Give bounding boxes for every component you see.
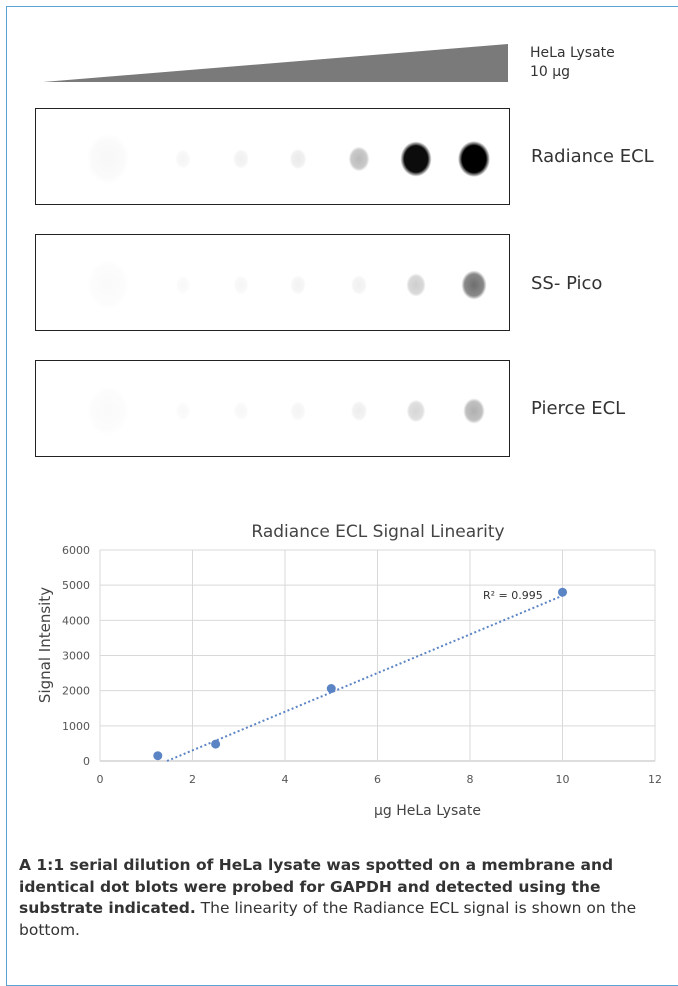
x-tick-label: 4 bbox=[282, 773, 289, 786]
x-axis-label: µg HeLa Lysate bbox=[374, 803, 481, 819]
blot-spot bbox=[400, 141, 432, 177]
blot-label-pierce-ecl: Pierce ECL bbox=[531, 398, 626, 419]
blot-spot bbox=[406, 399, 426, 423]
blot-spot bbox=[461, 270, 487, 300]
blot-label-ss-pico: SS- Pico bbox=[531, 273, 603, 294]
lysate-amount-label: HeLa Lysate 10 µg bbox=[530, 44, 615, 82]
caption-normal-text: The linearity of the Radiance ECL signal… bbox=[19, 899, 637, 939]
y-axis-label: Signal Intensity bbox=[36, 587, 54, 703]
blot-spot bbox=[175, 401, 191, 421]
x-tick-label: 0 bbox=[97, 773, 104, 786]
lysate-gradient-wedge bbox=[43, 44, 508, 82]
x-tick-label: 8 bbox=[467, 773, 474, 786]
blot-spot bbox=[175, 275, 191, 295]
y-tick-label: 2000 bbox=[62, 685, 90, 698]
dot-blot-ss-pico bbox=[35, 234, 510, 331]
dot-blot-radiance-ecl bbox=[35, 108, 510, 205]
blot-spot bbox=[351, 275, 367, 295]
data-point bbox=[326, 684, 336, 694]
data-point bbox=[153, 751, 163, 761]
x-tick-label: 12 bbox=[648, 773, 662, 786]
x-tick-label: 10 bbox=[556, 773, 570, 786]
lysate-label-line1: HeLa Lysate bbox=[530, 45, 615, 61]
y-tick-label: 4000 bbox=[62, 614, 90, 627]
data-point bbox=[558, 587, 567, 597]
blot-spot bbox=[458, 141, 490, 177]
y-tick-label: 5000 bbox=[62, 579, 90, 592]
r-squared-annotation: R² = 0.995 bbox=[483, 589, 543, 602]
x-tick-label: 2 bbox=[189, 773, 196, 786]
x-tick-label: 6 bbox=[374, 773, 381, 786]
blot-spot bbox=[289, 148, 307, 170]
blot-label-radiance-ecl: Radiance ECL bbox=[531, 146, 654, 167]
blot-spot bbox=[406, 273, 426, 297]
blot-spot bbox=[290, 275, 306, 295]
blot-spot bbox=[233, 401, 249, 421]
figure-caption: A 1:1 serial dilution of HeLa lysate was… bbox=[19, 855, 669, 941]
blot-spot bbox=[350, 400, 368, 422]
chart-title: Radiance ECL Signal Linearity bbox=[251, 522, 504, 542]
y-tick-label: 0 bbox=[83, 755, 90, 768]
y-tick-label: 3000 bbox=[62, 650, 90, 663]
blot-spot bbox=[290, 401, 306, 421]
trendline bbox=[166, 594, 563, 762]
blot-spot bbox=[233, 275, 249, 295]
signal-linearity-chart: Radiance ECL Signal Linearity 0 1000 2000 3… bbox=[36, 522, 662, 819]
blot-spot bbox=[348, 146, 370, 172]
data-point bbox=[211, 739, 221, 749]
blot-spot bbox=[233, 149, 249, 169]
caption-bold-text: A 1:1 serial dilution of HeLa lysate was… bbox=[19, 856, 614, 917]
y-tick-label: 1000 bbox=[62, 720, 90, 733]
blot-spot bbox=[87, 260, 129, 310]
blot-spot bbox=[463, 398, 485, 424]
dot-blot-pierce-ecl bbox=[35, 360, 510, 457]
blot-spot bbox=[87, 386, 129, 436]
y-tick-label: 6000 bbox=[62, 544, 90, 557]
blot-spot bbox=[86, 133, 130, 185]
blot-spot bbox=[175, 149, 191, 169]
lysate-label-line2: 10 µg bbox=[530, 64, 571, 80]
